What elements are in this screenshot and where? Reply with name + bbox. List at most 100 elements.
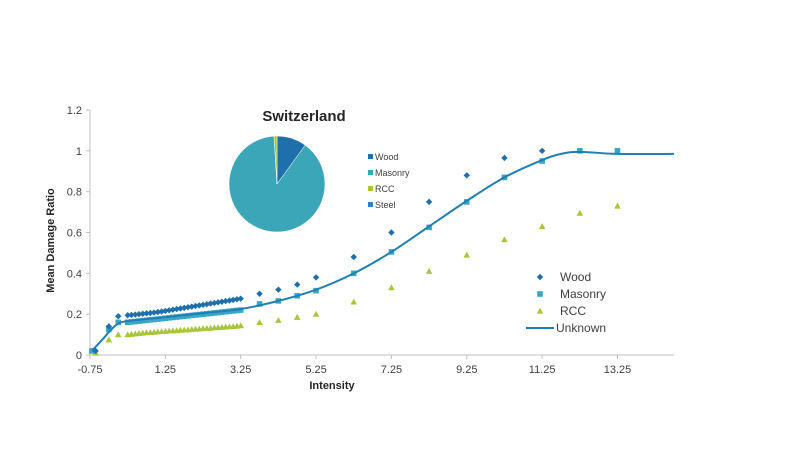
data-point-wood — [256, 290, 263, 297]
data-point-wood — [105, 323, 113, 330]
data-point-masonry — [170, 314, 176, 321]
legend-label: Masonry — [560, 287, 606, 301]
legend-label: Unknown — [556, 321, 606, 335]
pie-legend-label: Steel — [375, 200, 396, 210]
pie-legend-item-wood: Wood — [368, 152, 398, 162]
y-tick-label: 0.8 — [67, 187, 82, 199]
data-point-rcc — [256, 319, 263, 325]
pie-legend-swatch — [368, 154, 373, 159]
data-point-masonry — [237, 307, 244, 313]
pie-legend-swatch — [368, 186, 373, 191]
data-point-rcc — [425, 267, 433, 274]
data-point-wood — [211, 299, 218, 307]
data-point-wood — [143, 310, 150, 317]
data-point-masonry — [256, 301, 263, 307]
data-point-masonry — [139, 317, 146, 324]
data-point-wood — [388, 229, 395, 236]
data-point-wood — [158, 308, 165, 315]
data-point-masonry — [173, 314, 180, 320]
pie-legend-item-masonry: Masonry — [368, 168, 410, 178]
plot-area: 0 0.2 0.4 0.6 0.8 1 1.2 -0.75 1.25 3.25 5.25 7.25 9.… — [45, 105, 675, 392]
legend-item-unknown: Unknown — [526, 321, 606, 335]
data-point-wood — [139, 310, 146, 317]
data-point-masonry — [162, 315, 169, 322]
x-tick-label: 13.25 — [604, 364, 632, 376]
data-point-wood — [147, 309, 154, 317]
data-point-masonry — [147, 317, 154, 323]
data-point-rcc — [501, 236, 508, 243]
data-point-masonry — [177, 313, 184, 320]
data-point-wood — [132, 311, 139, 318]
legend-swatch — [536, 307, 544, 314]
data-point-rcc — [538, 223, 546, 230]
pie-legend-swatch — [368, 170, 373, 175]
x-tick-label: 11.25 — [529, 364, 556, 376]
data-point-wood — [463, 172, 470, 179]
data-point-masonry — [155, 316, 161, 322]
data-point-rcc — [105, 336, 113, 343]
data-point-wood — [128, 311, 135, 319]
data-point-masonry — [136, 318, 142, 324]
x-tick-label: 1.25 — [155, 364, 176, 376]
x-tick-label: 5.25 — [305, 364, 326, 376]
data-point-wood — [115, 313, 122, 320]
pie-legend-item-steel: Steel — [368, 200, 396, 210]
data-point-masonry — [181, 313, 187, 320]
legend-label: RCC — [560, 304, 586, 318]
pie-legend-label: Wood — [375, 152, 398, 162]
y-tick-label: 1 — [76, 146, 82, 158]
y-tick-label: 0 — [76, 350, 82, 362]
data-point-rcc — [388, 284, 395, 291]
data-point-wood — [294, 281, 301, 288]
series-masonry — [89, 148, 621, 354]
data-point-masonry — [143, 317, 150, 324]
y-axis-title: Mean Damage Ratio — [45, 188, 57, 293]
data-point-rcc — [312, 310, 320, 317]
y-tick-label: 0.2 — [67, 309, 82, 321]
data-point-wood — [425, 198, 433, 206]
data-point-wood — [237, 295, 244, 302]
pie-slice-rcc — [273, 135, 278, 185]
data-point-masonry — [89, 348, 95, 354]
y-tick-label: 0.4 — [67, 268, 82, 280]
data-point-rcc — [237, 322, 245, 329]
legend-item-rcc: RCC — [536, 304, 586, 318]
legend-label: Wood — [560, 270, 591, 284]
y-tick-label: 0.6 — [67, 228, 82, 240]
x-tick-label: 9.25 — [456, 364, 477, 376]
series-rcc — [92, 202, 621, 356]
pie-legend-label: RCC — [375, 184, 395, 194]
data-point-wood — [229, 296, 237, 304]
series-unknown — [91, 150, 675, 352]
series-wood — [92, 147, 546, 355]
legend-item-masonry: Masonry — [537, 287, 606, 301]
data-point-wood — [124, 311, 131, 319]
data-point-masonry — [192, 312, 199, 318]
pie-title: Switzerland — [262, 108, 345, 125]
data-point-masonry — [166, 315, 172, 321]
data-point-masonry — [200, 311, 206, 317]
data-point-masonry — [577, 148, 583, 154]
series-line-unknown — [91, 150, 675, 352]
data-point-rcc — [350, 298, 358, 305]
data-point-masonry — [185, 313, 191, 319]
data-point-wood — [312, 274, 320, 281]
pie-inset: Switzerland Wood Masonry RCC Steel — [228, 108, 410, 233]
data-point-masonry — [151, 316, 157, 323]
data-point-wood — [501, 154, 508, 162]
data-point-rcc — [576, 209, 584, 216]
data-point-masonry — [188, 312, 195, 319]
data-point-wood — [135, 310, 143, 318]
pie-legend-swatch — [368, 202, 373, 207]
pie-legend-item-rcc: RCC — [368, 184, 395, 194]
data-point-masonry — [614, 148, 621, 154]
legend: Wood Masonry RCC Unknown — [526, 270, 606, 335]
y-tick-label: 1.2 — [67, 105, 82, 117]
data-point-rcc — [275, 316, 282, 323]
data-point-masonry — [115, 319, 122, 326]
legend-swatch — [537, 291, 543, 297]
pie-slice-masonry — [228, 135, 326, 233]
data-point-wood — [275, 286, 282, 293]
data-point-wood — [538, 147, 546, 155]
